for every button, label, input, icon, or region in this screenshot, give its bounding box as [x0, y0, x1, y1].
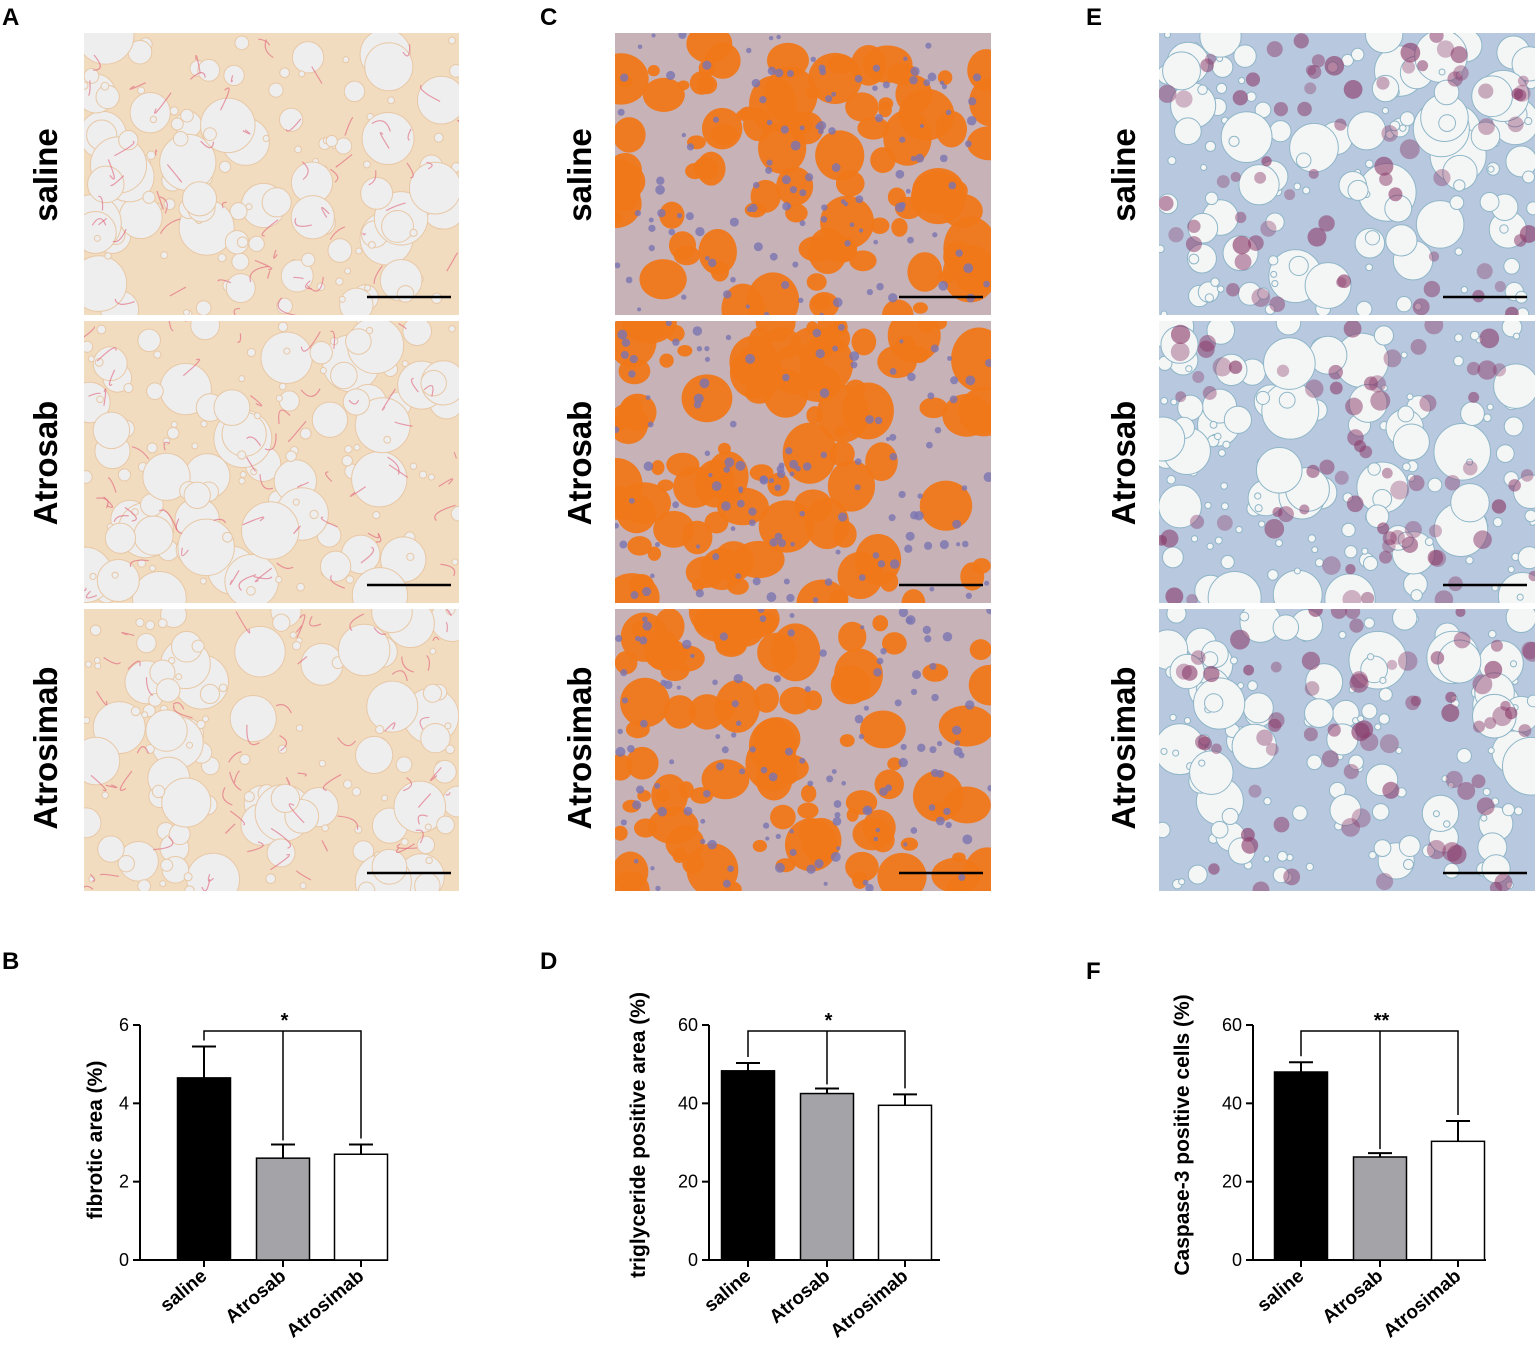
micrograph-a-atrosimab: [84, 609, 459, 891]
micrograph-a-saline: [84, 33, 459, 315]
micrograph-c-atrosab: [615, 321, 991, 603]
category-label: Atrosab: [1319, 1266, 1387, 1328]
micrograph-c-atrosimab: [615, 609, 991, 891]
tissue-texture: [1159, 321, 1535, 603]
panel-letter-e: E: [1086, 4, 1103, 31]
chart-b: 0 2 4 6 fibrotic area (%) saline AtrosabAtrosi…: [84, 1010, 389, 1342]
category-label: saline: [156, 1266, 211, 1317]
category-label: saline: [700, 1266, 755, 1317]
y-axis-label: Caspase-3 positive cells (%): [1171, 994, 1194, 1275]
bar-saline: [1273, 1071, 1329, 1261]
bar-atrosab: [1352, 1156, 1408, 1261]
bar-atrosab: [255, 1157, 311, 1261]
y-axis-label: fibrotic area (%): [84, 1061, 107, 1220]
micrograph-e-saline: [1159, 33, 1535, 315]
significance-marker: *: [825, 1010, 833, 1032]
category-label: Atrosab: [222, 1266, 290, 1328]
y-tick-label: 40: [1222, 1093, 1242, 1113]
y-tick-label: 60: [1222, 1015, 1242, 1035]
y-axis-label: triglyceride positive area (%): [627, 992, 650, 1278]
tissue-texture: [84, 321, 459, 603]
panel-letter-c: C: [540, 4, 558, 31]
tissue-texture: [1159, 609, 1535, 891]
y-tick-label: 20: [678, 1172, 698, 1192]
chart-f: 0 20 40 60 Caspase-3 positive cells (%) salin…: [1171, 994, 1486, 1342]
y-tick-label: 4: [119, 1093, 129, 1113]
panel-letter-d: D: [540, 948, 558, 975]
y-tick-label: 20: [1222, 1172, 1242, 1192]
y-tick-label: 0: [1232, 1250, 1242, 1270]
bar-atrosimab: [877, 1104, 933, 1261]
panel-letter-b: B: [2, 948, 20, 975]
y-tick-label: 60: [678, 1015, 698, 1035]
panel-letter-a: A: [2, 4, 20, 31]
y-tick-label: 0: [119, 1250, 129, 1270]
category-label: Atrosimab: [283, 1266, 368, 1342]
micrograph-e-atrosab: [1159, 321, 1535, 603]
significance-marker: *: [281, 1010, 289, 1032]
bar-atrosab: [799, 1092, 855, 1261]
category-label: saline: [1253, 1266, 1308, 1317]
y-tick-label: 2: [119, 1172, 129, 1192]
y-tick-label: 6: [119, 1015, 129, 1035]
tissue-texture: [84, 33, 459, 315]
category-label: Atrosab: [766, 1266, 834, 1328]
panel-letter-f: F: [1086, 958, 1101, 985]
y-tick-label: 40: [678, 1093, 698, 1113]
tissue-texture: [615, 321, 991, 603]
micrograph-a-atrosab: [84, 321, 459, 603]
micrograph-e-atrosimab: [1159, 609, 1535, 891]
significance-marker: **: [1374, 1010, 1390, 1032]
bar-saline: [176, 1077, 232, 1261]
category-label: Atrosimab: [827, 1266, 912, 1342]
y-tick-label: 0: [688, 1250, 698, 1270]
tissue-texture: [615, 33, 991, 315]
bar-atrosimab: [1430, 1140, 1486, 1261]
tissue-texture: [615, 609, 991, 891]
category-label: Atrosimab: [1380, 1266, 1465, 1342]
bar-atrosimab: [333, 1153, 389, 1261]
tissue-texture: [84, 609, 459, 891]
tissue-texture: [1159, 33, 1535, 315]
bar-saline: [720, 1070, 776, 1261]
chart-d: 0 20 40 60 triglyceride positive area (%) sal…: [627, 992, 940, 1342]
micrograph-c-saline: [615, 33, 991, 315]
